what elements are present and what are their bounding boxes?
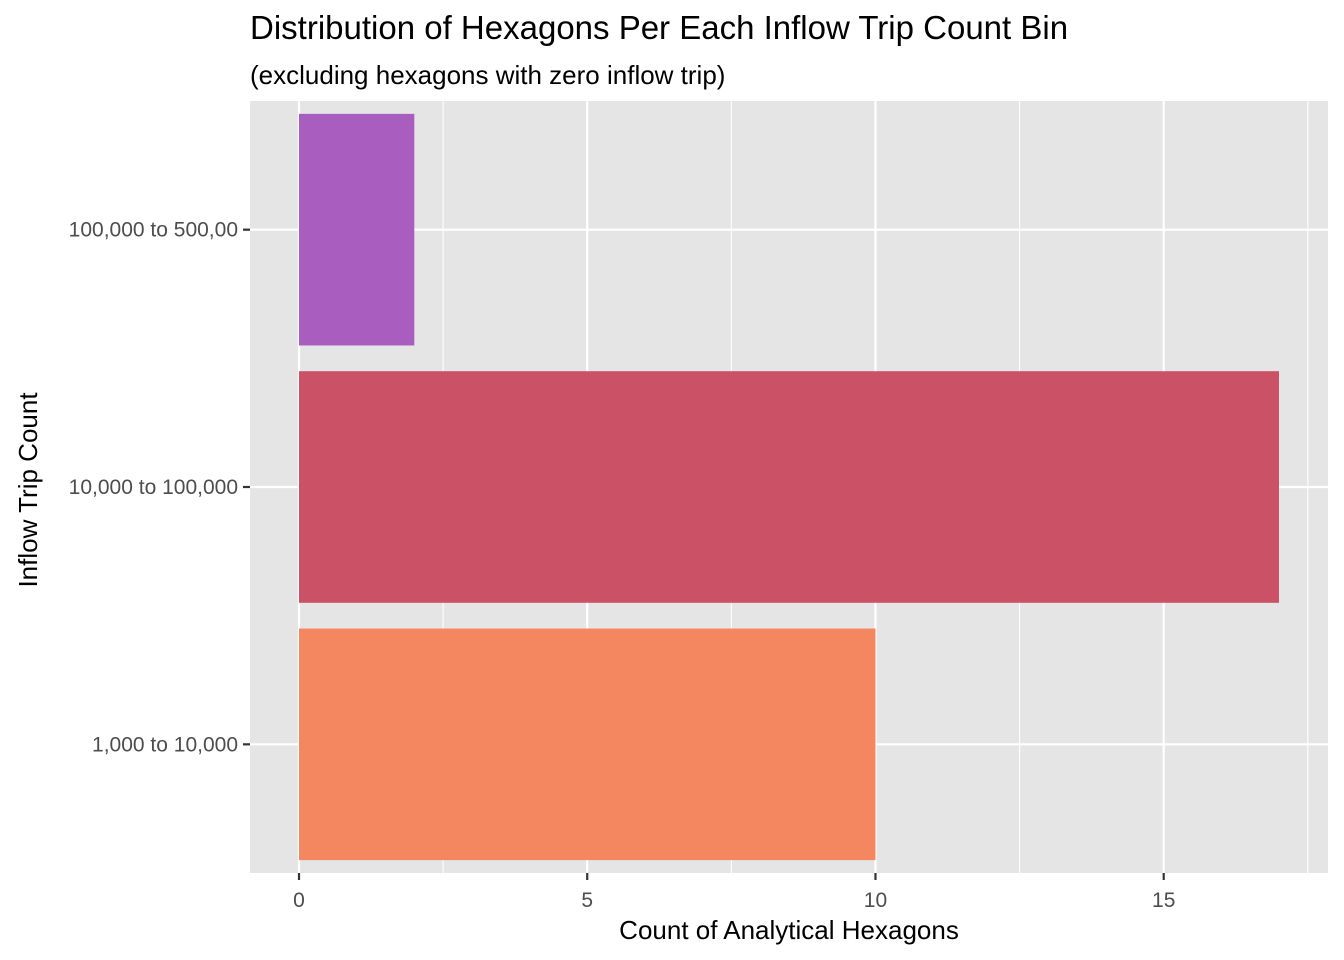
y-axis-title: Inflow Trip Count <box>13 392 43 588</box>
chart-title: Distribution of Hexagons Per Each Inflow… <box>250 9 1068 46</box>
y-tick-label: 1,000 to 10,000 <box>92 733 238 756</box>
y-tick-label: 100,000 to 500,00 <box>69 219 238 242</box>
x-tick-label: 5 <box>581 889 593 912</box>
y-axis: 1,000 to 10,000 10,000 to 100,000 100,000 … <box>69 219 250 756</box>
y-tick-label: 10,000 to 100,000 <box>69 476 238 499</box>
x-tick-label: 15 <box>1152 889 1175 912</box>
chart-subtitle: (excluding hexagons with zero inflow tri… <box>250 60 725 90</box>
x-tick-label: 10 <box>864 889 887 912</box>
bar-2 <box>299 371 1279 603</box>
bar-3 <box>299 113 415 346</box>
x-axis-title: Count of Analytical Hexagons <box>619 915 959 945</box>
bars <box>299 113 1279 861</box>
bar-1 <box>299 628 876 861</box>
x-tick-label: 0 <box>293 889 305 912</box>
x-axis: 0 5 10 15 <box>293 873 1175 912</box>
